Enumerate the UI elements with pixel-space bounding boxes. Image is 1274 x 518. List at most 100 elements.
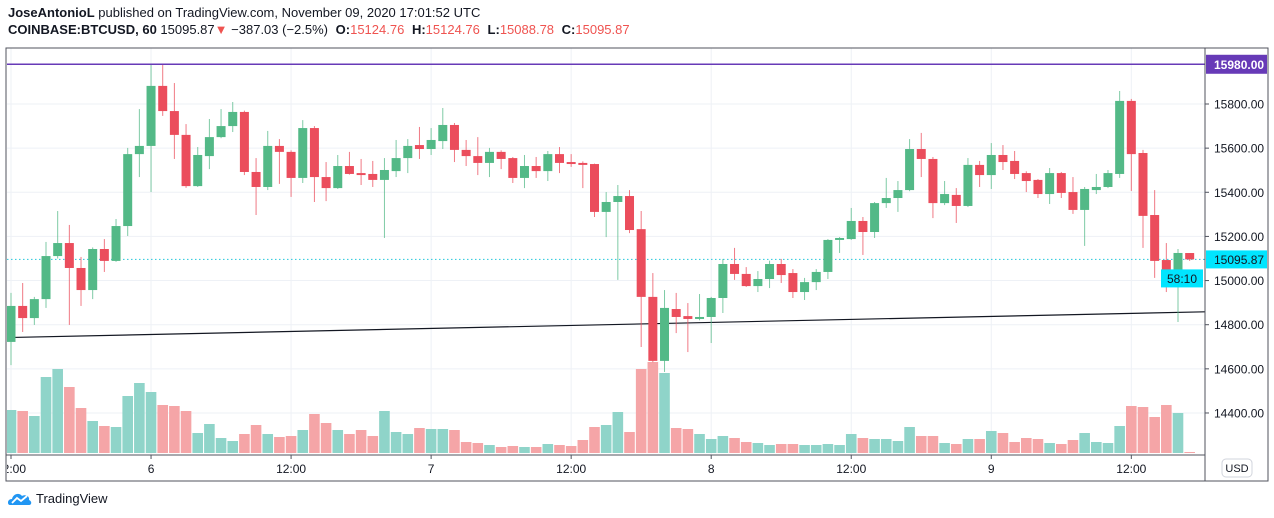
volume-bar — [227, 441, 239, 453]
volume-bar — [857, 438, 869, 453]
volume-bar — [1032, 439, 1044, 453]
drawings — [7, 63, 1205, 339]
volume-bar — [192, 433, 204, 453]
volume-bar — [437, 429, 449, 453]
candle-down — [951, 194, 961, 206]
candle-up — [1091, 186, 1101, 191]
candle-up — [88, 248, 98, 291]
volume-bar — [507, 446, 519, 453]
candle-up — [111, 226, 121, 261]
volume-bar — [939, 443, 950, 453]
candle-up — [204, 137, 214, 157]
candle-up — [660, 307, 670, 361]
candle-down — [741, 273, 751, 287]
volume-bar — [157, 405, 169, 453]
candle-up — [823, 239, 833, 272]
close-value: 15095.87 — [575, 22, 630, 37]
candle-up — [613, 196, 623, 202]
price-tick-label: 14400.00 — [1214, 406, 1264, 420]
candle-up — [905, 149, 915, 191]
volume-bar — [915, 436, 927, 453]
price-chart[interactable]: 14400.00 14600.00 14800.00 15000.00 15200.00… — [0, 0, 1274, 490]
candle-up — [1103, 173, 1113, 187]
volume-bar — [717, 436, 729, 453]
candle-down — [356, 173, 366, 176]
candle-down — [683, 316, 693, 319]
candle-down — [554, 154, 564, 163]
candle-up — [134, 145, 144, 155]
volume-bar — [134, 383, 145, 453]
candle-down — [998, 154, 1008, 163]
volume-bar — [834, 445, 845, 453]
symbol-legend: COINBASE:BTCUSD, 60 15095.87▼ −387.03 (−… — [8, 22, 630, 37]
volume-bar — [239, 434, 250, 453]
time-tick-label: 7 — [428, 462, 435, 476]
volume-bar — [1161, 405, 1172, 453]
price-axis[interactable]: 14400.00 14600.00 14800.00 15000.00 15200.00… — [1205, 98, 1264, 421]
candle-up — [53, 243, 63, 257]
candle-up — [940, 194, 950, 204]
candle-up — [29, 299, 39, 319]
countdown-box — [1161, 269, 1203, 288]
candle-up — [718, 264, 728, 298]
footer: TradingView — [8, 490, 108, 506]
time-tick-label: 12:00 — [556, 462, 586, 476]
candle-up — [811, 271, 821, 283]
candle-up — [7, 305, 16, 342]
volume-bar — [332, 430, 344, 453]
candle-up — [484, 151, 494, 163]
volume-bar — [367, 436, 379, 453]
volume-bar — [542, 444, 554, 453]
volume-bar — [1149, 417, 1160, 453]
candle-down — [916, 149, 926, 159]
horizontal-line-price-box — [1206, 54, 1267, 74]
candle-down — [1150, 215, 1160, 261]
price-tick-label: 15400.00 — [1214, 186, 1264, 200]
price-tick-label: 14800.00 — [1214, 318, 1264, 332]
candle-down — [274, 145, 284, 152]
price-tick-label: 15000.00 — [1214, 274, 1264, 288]
volume-bar — [950, 444, 962, 453]
candle-up — [146, 85, 156, 146]
brand-name[interactable]: TradingView — [36, 490, 108, 506]
volume-bar — [402, 434, 414, 453]
candle-down — [788, 273, 798, 293]
candle-down — [566, 162, 576, 165]
candle-up — [438, 124, 448, 142]
axis-labels: 15980.00 USD 15095.87 58:10 — [1161, 54, 1267, 478]
volume-bar — [1056, 444, 1067, 453]
volume-bar — [647, 362, 659, 453]
candle-up — [298, 128, 308, 178]
time-tick-label: 12:00 — [0, 462, 26, 476]
candle-down — [636, 229, 646, 297]
volume-bar — [17, 411, 28, 453]
volume-bar — [904, 427, 915, 453]
time-axis[interactable]: 12:00 6 12:00 7 12:00 8 12:00 9 12:00 — [0, 455, 1147, 476]
volume-bar — [379, 411, 390, 453]
candle-down — [975, 164, 985, 176]
volume-bar — [460, 442, 472, 453]
candle-up — [403, 145, 413, 159]
volume-bar — [1184, 452, 1195, 453]
candle-up — [123, 154, 133, 227]
volume-bar — [145, 392, 157, 453]
volume-bar — [589, 427, 600, 453]
volume-bar — [75, 408, 87, 453]
down-arrow-icon: ▼ — [214, 22, 228, 37]
volume-bar — [7, 410, 17, 453]
volume-bar — [985, 431, 997, 453]
volume-bar — [705, 439, 717, 453]
candle-up — [893, 190, 903, 199]
volume-bar — [250, 425, 262, 453]
price-tick-label: 15600.00 — [1214, 142, 1264, 156]
candle-down — [18, 305, 28, 319]
volume-bar — [297, 430, 309, 453]
candle-up — [753, 279, 763, 287]
volume-bar — [787, 444, 799, 453]
volume-bar — [320, 423, 332, 453]
volume-bar — [1067, 440, 1079, 453]
price-tick-label: 14600.00 — [1214, 362, 1264, 376]
volume-bar — [344, 434, 355, 453]
candle-up — [846, 220, 856, 240]
author-name[interactable]: JoseAntonioL — [8, 5, 95, 20]
